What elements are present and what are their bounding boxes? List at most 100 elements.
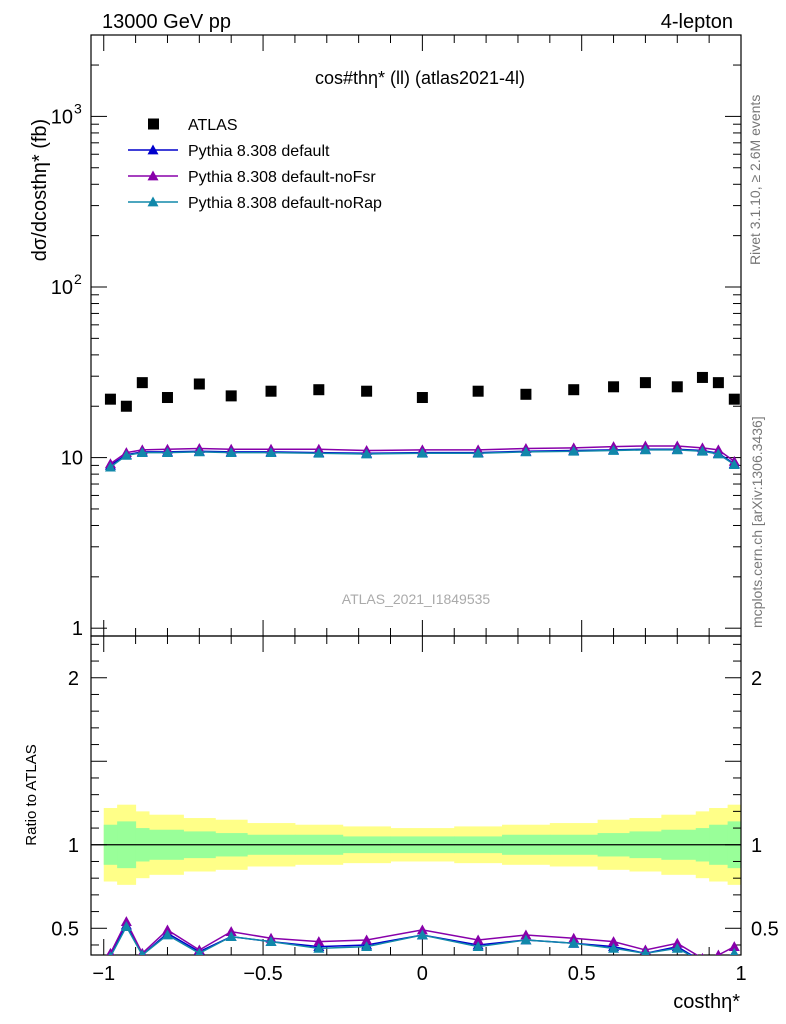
ratio-data-point: [361, 941, 373, 952]
main-y-tick-label: 1: [72, 618, 83, 640]
ratio-y-axis-label: Ratio to ATLAS: [23, 744, 40, 845]
ratio-data-point: [225, 931, 237, 942]
legend-marker-triangle: [147, 196, 159, 207]
ratio-panel-frame: [90, 635, 742, 956]
legend-label: Pythia 8.308 default-noRap: [188, 195, 382, 212]
x-tick-label: 0: [417, 963, 428, 985]
legend-label: Pythia 8.308 default: [188, 143, 330, 160]
series-pythia-8-308-default-norap: [104, 444, 740, 472]
ratio-data-point: [520, 934, 532, 945]
mc-data-point: [712, 448, 724, 459]
ratio-data-point: [195, 947, 204, 955]
ratio-series-layer: [106, 916, 740, 955]
ratio-data-point: [608, 942, 620, 953]
ratio-y-tick-label-left: 2: [68, 668, 79, 690]
main-y-axis-label: dσ/dcosthη* (fb): [29, 119, 51, 261]
legend-item: Pythia 8.308 default: [128, 143, 330, 160]
ratio-data-point: [472, 934, 484, 945]
atlas-data-point: [728, 393, 740, 405]
header-left: 13000 GeV pp: [102, 11, 231, 33]
ratio-data-point: [120, 916, 132, 926]
legend-item: ATLAS: [148, 117, 238, 134]
legend: ATLAS Pythia 8.308 default Pythia 8.308 de…: [128, 117, 382, 212]
mc-data-point: [568, 445, 580, 456]
ratio-y-tick-label-right: 1: [751, 835, 762, 857]
ratio-data-point: [641, 947, 650, 955]
mc-data-point: [120, 449, 132, 460]
ratio-data-point: [120, 921, 132, 932]
plot-title: cos#thη* (ll) (atlas2021-4l): [315, 68, 525, 88]
ratio-plot-area: [90, 635, 742, 956]
mc-data-point: [136, 447, 148, 457]
atlas-data-point: [136, 377, 148, 389]
ratio-data-point: [701, 952, 704, 955]
legend-item: Pythia 8.308 default-noRap: [128, 195, 382, 212]
mcplots-reference-label: mcplots.cern.ch [arXiv:1306.3436]: [749, 416, 765, 628]
main-y-tick-label: 10: [51, 277, 73, 299]
mc-data-point: [608, 445, 620, 455]
ratio-axis-ticks: 0.5 0.5 1 1 2 2 −1 −0.5 0 0.5 1: [51, 636, 779, 985]
ratio-y-tick-label-left: 0.5: [51, 918, 79, 940]
x-tick-label: 1: [735, 963, 746, 985]
legend-marker-triangle: [147, 170, 159, 181]
mc-data-point: [639, 444, 651, 455]
ratio-data-point: [671, 937, 683, 948]
ratio-data-point: [671, 942, 683, 953]
atlas-data-point: [472, 385, 484, 397]
ratio-data-point: [520, 929, 532, 940]
legend-label: Pythia 8.308 default-noFsr: [188, 169, 376, 186]
main-series-layer: [104, 371, 740, 472]
ratio-series-clipped: [106, 916, 740, 955]
mc-data-point: [104, 461, 116, 472]
legend-marker-square: [148, 118, 159, 130]
ratio-data-point: [608, 936, 620, 947]
ratio-data-point: [361, 934, 373, 945]
atlas-data-point: [313, 384, 325, 396]
ratio-data-point: [161, 929, 173, 940]
main-y-tick-label: 10: [61, 448, 83, 470]
x-tick-label: −1: [92, 963, 115, 985]
atlas-data-point: [671, 381, 683, 393]
ratio-data-point: [416, 929, 428, 940]
mc-data-point: [361, 448, 373, 459]
ratio-data-point: [108, 951, 113, 955]
ratio-y-tick-label-right: 2: [751, 668, 762, 690]
mc-data-point: [696, 445, 708, 456]
atlas-data-point: [104, 393, 116, 405]
legend-marker-triangle: [147, 144, 159, 155]
mc-data-point: [313, 447, 325, 458]
main-y-tick-exponent: 2: [74, 271, 82, 287]
atlas-data-point: [568, 384, 580, 396]
mc-data-point: [225, 447, 237, 457]
mc-data-point: [728, 459, 740, 469]
ratio-y-tick-label-left: 1: [68, 835, 79, 857]
main-y-tick-label: 10: [51, 106, 73, 128]
ratio-data-point: [730, 947, 739, 955]
mc-data-point: [416, 447, 428, 458]
ratio-data-point: [161, 924, 173, 935]
legend-item: Pythia 8.308 default-noFsr: [128, 169, 376, 186]
ratio-y-tick-label-right: 0.5: [751, 918, 779, 940]
mc-data-point: [265, 447, 277, 457]
atlas-data-point: [265, 385, 277, 397]
mc-data-point: [161, 447, 173, 457]
mc-data-point: [193, 446, 205, 457]
ratio-data-point: [139, 949, 146, 955]
ratio-data-point: [313, 942, 325, 953]
mc-data-point: [520, 446, 532, 457]
x-tick-label: 0.5: [568, 963, 596, 985]
legend-label: ATLAS: [188, 117, 238, 134]
series-atlas: [104, 371, 740, 412]
ratio-data-point: [313, 936, 325, 947]
atlas-data-point: [361, 385, 373, 397]
atlas-data-point: [520, 388, 532, 400]
ratio-data-point: [728, 941, 740, 952]
mc-data-point: [472, 447, 484, 458]
x-tick-label: −0.5: [243, 963, 282, 985]
header-right: 4-lepton: [661, 11, 733, 33]
atlas-data-point: [712, 377, 724, 389]
ratio-data-point: [472, 941, 484, 952]
analysis-watermark: ATLAS_2021_I1849535: [342, 591, 491, 607]
